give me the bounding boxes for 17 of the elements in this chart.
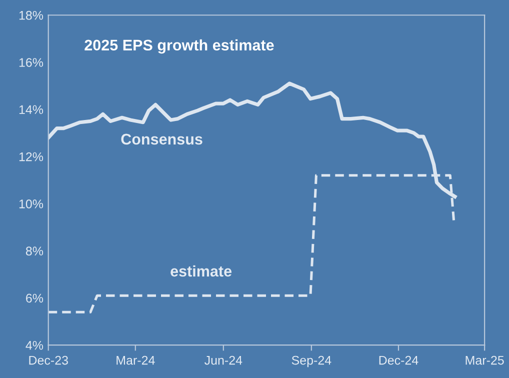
y-tick-label: 10% <box>19 199 44 208</box>
y-tick-label: 6% <box>26 294 44 303</box>
series-label: estimate <box>170 265 232 277</box>
y-tick-label: 14% <box>19 105 44 114</box>
y-tick-label: 18% <box>19 10 44 20</box>
series-label: Consensus <box>121 134 202 145</box>
y-tick-label: 4% <box>26 340 44 350</box>
y-tick-label: 8% <box>26 246 44 256</box>
x-tick-label: Dec-23 <box>29 356 68 365</box>
x-tick-label: Dec-24 <box>379 356 418 365</box>
x-tick-label: Mar-25 <box>466 356 504 365</box>
y-tick-label: 16% <box>19 58 44 67</box>
x-tick-label: Sep-24 <box>292 356 332 368</box>
x-tick-label: Mar-24 <box>116 356 155 365</box>
text: 2025 EPS growth estimate <box>84 39 274 54</box>
y-tick-label: 12% <box>19 152 44 162</box>
x-tick-label: Jun-24 <box>204 356 242 365</box>
